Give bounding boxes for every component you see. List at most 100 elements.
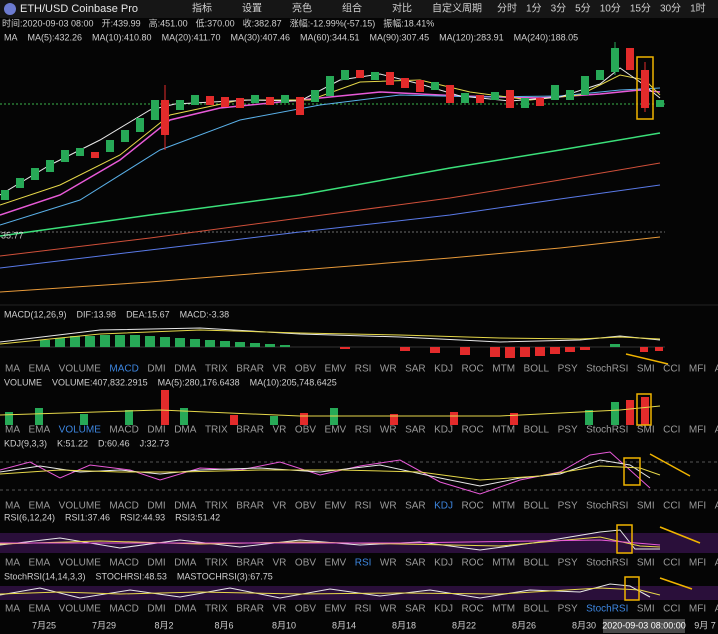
tab[interactable]: MTM [492,425,515,436]
tab[interactable]: MTM [492,604,515,615]
period-button[interactable]: 1分 [526,3,542,15]
tab[interactable]: SMI [637,501,655,512]
tab[interactable]: VOLUME [59,604,102,615]
tab[interactable]: CCI [663,425,680,436]
tab[interactable]: EMV [325,501,347,512]
tab[interactable]: ATR [715,425,718,436]
tab[interactable]: TRIX [205,364,228,375]
tab[interactable]: BRAR [236,558,264,569]
tab[interactable]: EMV [325,604,347,615]
tab[interactable]: ATR [715,364,718,375]
tab[interactable]: DMI [147,558,165,569]
tab[interactable]: WR [380,604,397,615]
tab[interactable]: DMI [147,425,165,436]
tab[interactable]: TRIX [205,501,228,512]
tab[interactable]: SAR [405,501,426,512]
tab[interactable]: MA [5,501,20,512]
tab[interactable]: TRIX [205,558,228,569]
tab[interactable]: MACD [109,501,138,512]
tab[interactable]: SMI [637,425,655,436]
tab[interactable]: BRAR [236,364,264,375]
toolbar-button[interactable]: 指标 [192,2,212,15]
tab[interactable]: StochRSI [586,364,628,375]
tab[interactable]: PSY [558,501,578,512]
tab[interactable]: DMI [147,501,165,512]
tab[interactable]: ROC [462,501,484,512]
tab[interactable]: MFI [689,604,706,615]
tab[interactable]: VR [273,558,287,569]
tab[interactable]: OBV [295,604,316,615]
period-button[interactable]: 分时 [497,3,517,15]
tab[interactable]: DMI [147,604,165,615]
tab[interactable]: WR [380,425,397,436]
tab[interactable]: ROC [462,558,484,569]
tab[interactable]: VOLUME [59,558,102,569]
tab[interactable]: ROC [462,425,484,436]
tab[interactable]: StochRSI [586,501,628,512]
tab[interactable]: SAR [405,558,426,569]
toolbar-button[interactable]: 设置 [242,3,262,15]
tab[interactable]: MTM [492,364,515,375]
tab[interactable]: CCI [663,501,680,512]
tab[interactable]: MACD [109,425,138,436]
tab[interactable]: VOLUME [59,501,102,512]
tab[interactable]: KDJ [434,501,453,512]
tab[interactable]: ROC [462,364,484,375]
tab[interactable]: TRIX [205,425,228,436]
period-button[interactable]: 5分 [575,3,591,15]
tab[interactable]: VOLUME [59,425,102,436]
tab[interactable]: VR [273,364,287,375]
tab[interactable]: StochRSI [586,604,628,615]
tab[interactable]: StochRSI [586,425,628,436]
tab[interactable]: MA [5,425,20,436]
tab[interactable]: ATR [715,558,718,569]
tab[interactable]: BOLL [524,604,550,615]
tab[interactable]: MA [5,558,20,569]
tab[interactable]: DMA [174,364,197,375]
toolbar-button[interactable]: 对比 [392,2,412,15]
tab[interactable]: WR [380,501,397,512]
tab[interactable]: SMI [637,364,655,375]
tab[interactable]: VR [273,501,287,512]
tab[interactable]: ATR [715,604,718,615]
tab[interactable]: SMI [637,558,655,569]
period-label[interactable]: 自定义周期 [432,2,482,15]
tab[interactable]: TRIX [205,604,228,615]
tab[interactable]: PSY [558,604,578,615]
tab[interactable]: MACD [109,558,138,569]
toolbar-button[interactable]: 亮色 [292,2,312,15]
tab[interactable]: WR [380,364,397,375]
tab[interactable]: PSY [558,425,578,436]
tab[interactable]: MFI [689,364,706,375]
tab[interactable]: CCI [663,558,680,569]
tab[interactable]: SAR [405,364,426,375]
tab[interactable]: ROC [462,604,484,615]
tab[interactable]: BOLL [524,501,550,512]
tab[interactable]: SAR [405,604,426,615]
tab[interactable]: RSI [355,425,372,436]
tab[interactable]: OBV [295,501,316,512]
period-button[interactable]: 15分 [630,3,651,15]
tab[interactable]: EMV [325,558,347,569]
tab[interactable]: EMA [29,558,51,569]
tab[interactable]: BRAR [236,501,264,512]
tab[interactable]: OBV [295,364,316,375]
tab[interactable]: DMA [174,558,197,569]
tab[interactable]: PSY [558,558,578,569]
tab[interactable]: EMA [29,425,51,436]
tab[interactable]: VR [273,604,287,615]
tab[interactable]: BRAR [236,604,264,615]
toolbar-button[interactable]: 组合 [342,2,362,15]
tab[interactable]: VOLUME [59,364,102,375]
period-button[interactable]: 1时 [690,3,706,15]
tab[interactable]: RSI [355,501,372,512]
tab[interactable]: KDJ [434,425,453,436]
tab[interactable]: BOLL [524,425,550,436]
tab[interactable]: MFI [689,501,706,512]
tab[interactable]: MFI [689,425,706,436]
tab[interactable]: DMA [174,425,197,436]
tab[interactable]: BOLL [524,364,550,375]
tab[interactable]: SAR [405,425,426,436]
tab[interactable]: WR [380,558,397,569]
tab[interactable]: RSI [355,364,372,375]
